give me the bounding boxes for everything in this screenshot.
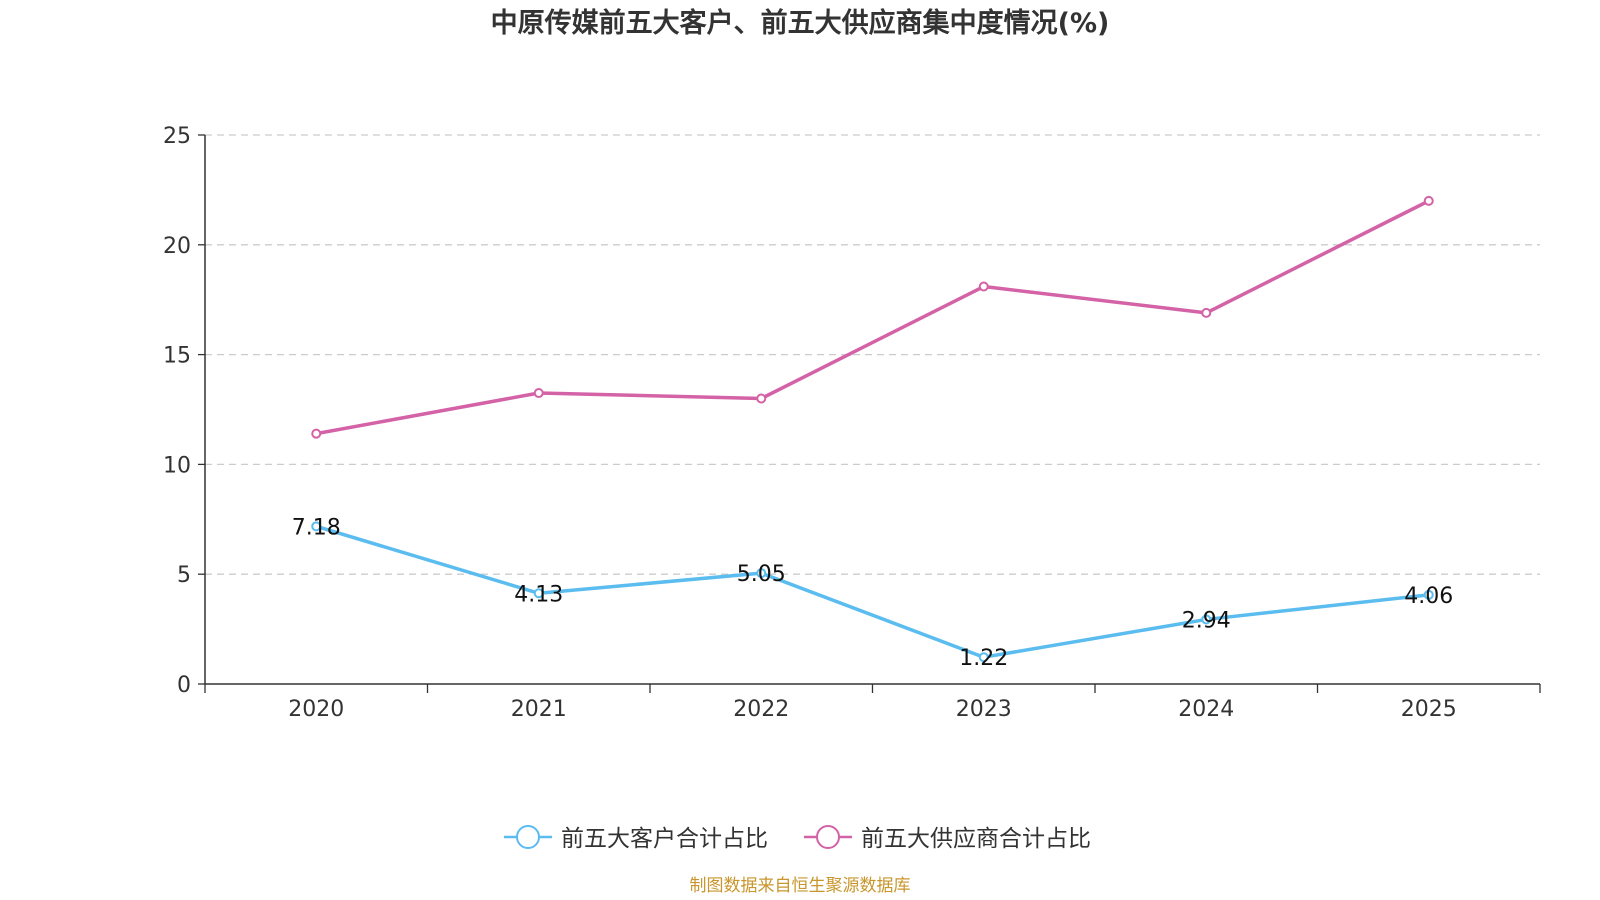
- data-label: 5.05: [737, 562, 786, 587]
- data-point: [756, 393, 767, 404]
- data-point: [1201, 307, 1212, 318]
- data-point: [533, 388, 544, 399]
- legend-item-1[interactable]: 前五大客户合计占比: [504, 825, 768, 852]
- y-tick-label: 0: [177, 673, 191, 698]
- y-tick-label: 25: [163, 124, 191, 149]
- legend-marker-icon: [516, 825, 540, 849]
- legend-item-2[interactable]: 前五大供应商合计占比: [804, 825, 1091, 852]
- legend[interactable]: 前五大客户合计占比 前五大供应商合计占比: [504, 825, 1091, 852]
- series-line-1: [315, 524, 1429, 659]
- legend-label: 前五大供应商合计占比: [861, 826, 1091, 852]
- data-point: [978, 652, 989, 663]
- series-line-2: [315, 199, 1430, 436]
- source-note: 制图数据来自恒生聚源数据库: [690, 876, 911, 896]
- x-tick-label: 2024: [1178, 697, 1234, 722]
- x-tick-label: 2020: [288, 697, 344, 722]
- data-label: 7.18: [292, 515, 341, 540]
- x-tick-label: 2023: [956, 697, 1012, 722]
- data-labels: 7.18 4.13 5.05 1.22 2.94 4.06: [292, 515, 1453, 671]
- data-label: 2.94: [1182, 608, 1231, 633]
- data-point: [311, 428, 322, 439]
- chart-title: 中原传媒前五大客户、前五大供应商集中度情况(%): [491, 7, 1110, 39]
- data-point: [533, 588, 544, 599]
- data-point: [756, 568, 767, 579]
- data-point: [978, 281, 989, 292]
- grid-lines: [205, 134, 1540, 575]
- data-label: 4.06: [1404, 584, 1453, 609]
- legend-marker-icon: [816, 825, 840, 849]
- y-tick-label: 20: [163, 234, 191, 259]
- data-point: [1423, 589, 1434, 600]
- x-tick-label: 2021: [511, 697, 567, 722]
- data-point: [1423, 195, 1434, 206]
- data-point: [1201, 614, 1212, 625]
- y-tick-label: 15: [163, 344, 191, 369]
- x-tick-label: 2022: [733, 697, 789, 722]
- y-tick-label: 5: [177, 563, 191, 588]
- data-label: 1.22: [959, 646, 1008, 671]
- data-label: 4.13: [514, 582, 563, 607]
- data-point: [311, 521, 322, 532]
- legend-label: 前五大客户合计占比: [561, 826, 768, 852]
- y-tick-label: 10: [163, 453, 191, 478]
- series-group: [311, 195, 1434, 663]
- x-tick-label: 2025: [1401, 697, 1457, 722]
